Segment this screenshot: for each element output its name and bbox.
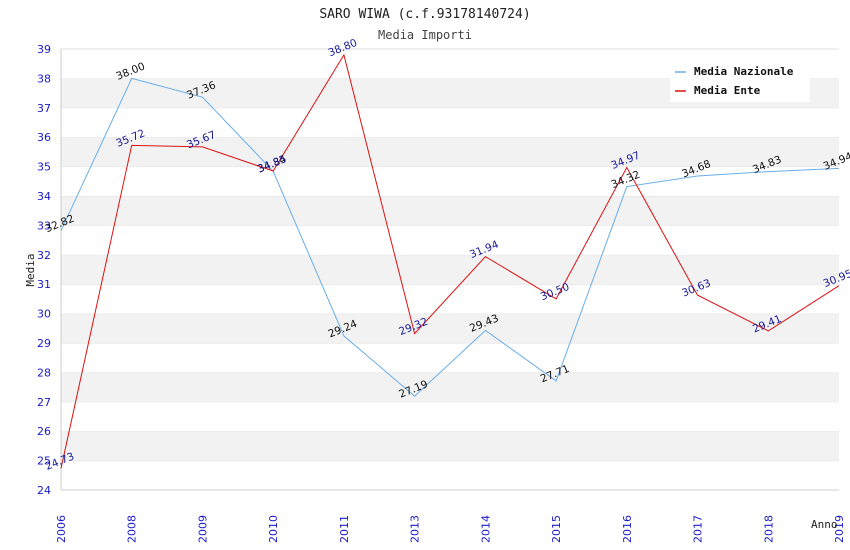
y-tick-label: 38 (37, 72, 51, 85)
y-tick-label: 29 (37, 337, 51, 350)
y-tick-label: 37 (37, 102, 51, 115)
y-tick-label: 32 (37, 249, 51, 262)
y-axis-label: Media (24, 253, 37, 286)
x-tick-label: 2006 (55, 515, 68, 543)
series-line-media-ente (60, 53, 840, 469)
grid-band (61, 460, 839, 490)
chart-title: SARO WIWA (c.f.93178140724) (319, 7, 530, 22)
y-tick-label: 34 (37, 190, 51, 203)
y-tick-label: 36 (37, 131, 51, 144)
y-tick-label: 27 (37, 396, 51, 409)
grid-band (61, 254, 839, 285)
grid-band (61, 166, 839, 196)
y-tick-label: 30 (37, 308, 51, 321)
grid-band (61, 137, 839, 167)
legend-label-media-ente: Media Ente (694, 84, 761, 97)
series-line-media-nazionale (60, 77, 840, 397)
y-axis-ticks: 24 25 26 27 28 29 30 31 32 33 34 35 36 37 38 39 (37, 43, 51, 497)
legend: Media Nazionale Media Ente (670, 58, 810, 102)
chart-subtitle: Media Importi (378, 28, 472, 42)
x-tick-label: 2011 (338, 515, 351, 543)
x-tick-label: 2015 (550, 515, 563, 543)
x-tick-label: 2010 (267, 515, 280, 543)
y-tick-label: 35 (37, 161, 51, 174)
grid-band (61, 401, 839, 432)
grid-band (61, 313, 839, 343)
grid-band (61, 431, 839, 461)
x-tick-label: 2019 (833, 515, 846, 543)
series-lines (60, 53, 840, 469)
grid-band (61, 343, 839, 373)
grid-bands (61, 48, 839, 490)
y-tick-label: 31 (37, 278, 51, 291)
y-tick-label: 25 (37, 455, 51, 468)
x-tick-label: 2017 (692, 515, 705, 543)
x-tick-label: 2009 (196, 515, 209, 543)
x-tick-label: 2013 (409, 515, 422, 543)
grid-band (61, 372, 839, 402)
y-tick-label: 33 (37, 219, 51, 232)
y-tick-label: 24 (37, 484, 51, 497)
x-tick-label: 2008 (126, 515, 139, 543)
y-tick-label: 26 (37, 425, 51, 438)
x-axis-ticks: 2006 2008 2009 2010 2011 2013 2014 2015 2016 2017… (55, 515, 846, 543)
legend-label-media-nazionale: Media Nazionale (694, 65, 794, 78)
y-tick-label: 39 (37, 43, 51, 56)
grid-band (61, 225, 839, 255)
x-axis-label: Anno (811, 518, 838, 531)
grid-band (61, 284, 839, 314)
grid-band (61, 107, 839, 138)
x-tick-label: 2016 (621, 515, 634, 543)
x-tick-label: 2014 (479, 515, 492, 543)
x-tick-label: 2018 (762, 515, 775, 543)
y-tick-label: 28 (37, 366, 51, 379)
grid-band (61, 196, 839, 226)
legend-box (670, 58, 810, 102)
